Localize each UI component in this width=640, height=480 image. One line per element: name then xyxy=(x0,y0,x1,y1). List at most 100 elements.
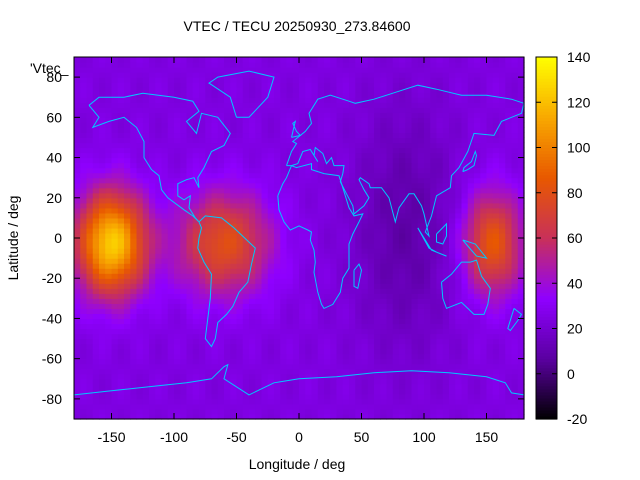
heatmap-cell xyxy=(355,338,363,345)
heatmap-cell xyxy=(411,147,419,154)
heatmap-cell xyxy=(161,268,169,274)
heatmap-cell xyxy=(249,92,256,98)
heatmap-cell xyxy=(517,177,525,184)
heatmap-cell xyxy=(467,172,475,179)
heatmap-cell xyxy=(92,398,100,405)
heatmap-cell xyxy=(117,82,125,88)
heatmap-cell xyxy=(417,338,425,345)
heatmap-cell xyxy=(261,212,269,219)
heatmap-cell xyxy=(430,222,438,229)
heatmap-cell xyxy=(261,333,269,340)
heatmap-cell xyxy=(517,393,525,400)
heatmap-cell xyxy=(499,97,506,103)
heatmap-cell xyxy=(149,232,156,239)
heatmap-cell xyxy=(511,222,519,229)
heatmap-cell xyxy=(411,142,419,149)
heatmap-cell xyxy=(74,207,81,214)
heatmap-cell xyxy=(99,127,106,134)
heatmap-cell xyxy=(392,268,400,274)
heatmap-cell xyxy=(261,227,269,234)
heatmap-cell xyxy=(467,323,475,330)
heatmap-cell xyxy=(317,368,325,375)
heatmap-cell xyxy=(180,87,188,93)
heatmap-cell xyxy=(261,293,269,299)
heatmap-cell xyxy=(111,388,119,395)
heatmap-cell xyxy=(474,278,481,284)
heatmap-cell xyxy=(380,92,388,98)
heatmap-cell xyxy=(342,363,350,370)
heatmap-cell xyxy=(161,248,169,254)
heatmap-cell xyxy=(174,238,181,244)
heatmap-cell xyxy=(205,268,213,274)
heatmap-cell xyxy=(217,353,225,360)
heatmap-cell xyxy=(236,303,244,309)
heatmap-cell xyxy=(467,102,475,108)
heatmap-cell xyxy=(230,323,238,330)
heatmap-cell xyxy=(180,363,188,370)
heatmap-cell xyxy=(430,192,438,199)
heatmap-cell xyxy=(317,353,325,360)
heatmap-cell xyxy=(305,368,313,375)
heatmap-cell xyxy=(161,212,169,219)
heatmap-cell xyxy=(155,202,163,209)
heatmap-cell xyxy=(192,363,200,370)
heatmap-cell xyxy=(455,368,463,375)
heatmap-cell xyxy=(74,222,81,229)
heatmap-cell xyxy=(461,388,469,395)
heatmap-cell xyxy=(367,298,375,304)
heatmap-cell xyxy=(305,107,313,113)
heatmap-cell xyxy=(336,177,344,184)
heatmap-cell xyxy=(449,142,456,149)
heatmap-cell xyxy=(105,263,113,269)
heatmap-cell xyxy=(324,353,331,360)
heatmap-cell xyxy=(149,142,156,149)
heatmap-cell xyxy=(474,273,481,279)
heatmap-cell xyxy=(342,137,350,144)
heatmap-cell xyxy=(255,398,263,405)
heatmap-cell xyxy=(355,303,363,309)
heatmap-cell xyxy=(305,393,313,400)
heatmap-cell xyxy=(480,398,488,405)
heatmap-cell xyxy=(455,278,463,284)
heatmap-cell xyxy=(261,268,269,274)
heatmap-cell xyxy=(142,373,150,380)
heatmap-cell xyxy=(136,192,144,199)
heatmap-cell xyxy=(361,343,369,350)
heatmap-cell xyxy=(361,298,369,304)
heatmap-cell xyxy=(374,172,381,179)
heatmap-cell xyxy=(486,187,494,194)
heatmap-cell xyxy=(80,107,88,113)
heatmap-cell xyxy=(517,368,525,375)
heatmap-cell xyxy=(80,182,88,189)
heatmap-cell xyxy=(142,177,150,184)
heatmap-cell xyxy=(517,97,525,103)
heatmap-cell xyxy=(392,152,400,159)
heatmap-cell xyxy=(430,107,438,113)
heatmap-cell xyxy=(236,363,244,370)
heatmap-cell xyxy=(374,248,381,254)
heatmap-cell xyxy=(180,72,188,78)
heatmap-cell xyxy=(211,177,219,184)
heatmap-cell xyxy=(374,207,381,214)
heatmap-cell xyxy=(474,172,481,179)
heatmap-cell xyxy=(324,243,331,249)
heatmap-cell xyxy=(380,222,388,229)
heatmap-cell xyxy=(480,303,488,309)
heatmap-cell xyxy=(455,308,463,315)
heatmap-cell xyxy=(236,328,244,335)
heatmap-cell xyxy=(386,363,394,370)
heatmap-cell xyxy=(161,318,169,325)
heatmap-cell xyxy=(192,102,200,108)
heatmap-cell xyxy=(392,298,400,304)
heatmap-cell xyxy=(342,147,350,154)
heatmap-cell xyxy=(467,212,475,219)
heatmap-cell xyxy=(249,107,256,113)
heatmap-cell xyxy=(286,378,294,385)
heatmap-cell xyxy=(492,263,500,269)
heatmap-cell xyxy=(230,187,238,194)
heatmap-cell xyxy=(249,413,256,420)
heatmap-cell xyxy=(292,258,300,264)
heatmap-cell xyxy=(442,273,450,279)
heatmap-cell xyxy=(492,162,500,169)
heatmap-cell xyxy=(299,308,306,315)
